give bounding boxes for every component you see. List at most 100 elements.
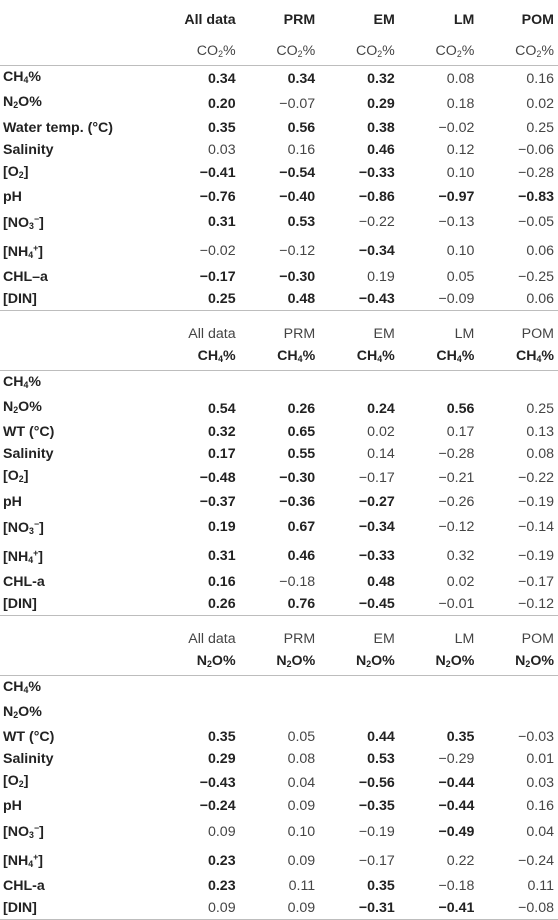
correlation-value: [160, 701, 240, 726]
row-label: CH4%: [3, 678, 42, 695]
correlation-value: 0.55: [287, 446, 316, 463]
correlation-value: 0.06: [526, 290, 554, 307]
correlation-value: 0.05: [287, 729, 316, 746]
variable-label: CH4%: [239, 344, 320, 371]
correlation-value: 0.34: [207, 70, 236, 87]
row-label: [O2]: [3, 163, 29, 180]
table-row: N2O%: [0, 701, 558, 726]
table-row: [NO3−] 0.31 0.53 −0.22 −0.13 −0.05: [0, 208, 558, 237]
correlation-value: −0.19: [518, 493, 554, 510]
correlation-value: 0.48: [287, 290, 316, 307]
correlation-value: 0.08: [287, 751, 316, 768]
correlation-value: 0.14: [367, 446, 395, 463]
header-row: All data PRM EM LM POM: [0, 0, 558, 40]
correlation-value: [478, 701, 558, 726]
correlation-value: 0.23: [207, 852, 236, 869]
correlation-value: −0.41: [199, 165, 236, 182]
correlation-value: 0.05: [446, 268, 475, 285]
correlation-value: 0.10: [287, 823, 316, 840]
table-row: WT (°C) 0.32 0.65 0.02 0.17 0.13: [0, 421, 558, 443]
correlation-value: 0.76: [287, 595, 316, 612]
correlation-value: 0.53: [367, 751, 395, 768]
correlation-value: −0.28: [518, 165, 554, 182]
correlation-value: [399, 701, 479, 726]
correlation-value: −0.09: [438, 290, 475, 307]
correlation-value: 0.16: [526, 70, 554, 87]
correlation-value: 0.35: [207, 729, 236, 746]
correlation-value: 0.16: [526, 798, 554, 815]
correlation-value: 0.22: [446, 852, 475, 869]
row-label: pH: [3, 493, 22, 510]
correlation-value: 0.29: [207, 751, 236, 768]
correlation-value: −0.34: [358, 243, 395, 260]
correlation-value: 0.13: [526, 424, 554, 441]
correlation-value: −0.12: [518, 595, 554, 612]
correlation-value: −0.36: [279, 493, 316, 510]
correlation-value: −0.12: [279, 243, 316, 260]
group-label: PRM: [283, 630, 316, 647]
correlation-value: 0.56: [446, 400, 475, 417]
variable-label-spacer: [0, 649, 160, 676]
correlation-value: 0.02: [446, 573, 475, 590]
row-label: [DIN]: [0, 897, 160, 920]
correlation-value: −0.49: [438, 823, 475, 840]
correlation-value: [240, 370, 320, 396]
group-label: LM: [454, 630, 475, 647]
variable-label-spacer: [0, 40, 160, 67]
correlation-value: −0.28: [438, 446, 475, 463]
correlation-value: 0.09: [207, 823, 236, 840]
correlation-value: [478, 370, 558, 396]
group-label: EM: [373, 630, 395, 647]
table-row: CHL–a −0.17 −0.30 0.19 0.05 −0.25: [0, 266, 558, 288]
correlation-value: [319, 370, 399, 396]
correlation-value: 0.44: [367, 729, 395, 746]
correlation-value: 0.10: [446, 165, 475, 182]
variable-label-row: CH4% CH4% CH4% CH4% CH4%: [0, 344, 558, 371]
correlation-value: −0.30: [279, 469, 316, 486]
correlation-value: −0.25: [518, 268, 554, 285]
correlation-value: −0.14: [518, 519, 554, 536]
correlation-value: 0.09: [239, 897, 320, 920]
divider-cell: [0, 309, 160, 323]
correlation-value: [319, 701, 399, 726]
correlation-value: 0.24: [367, 400, 395, 417]
variable-label: CO2%: [239, 40, 320, 67]
table-row: CH4% 0.34 0.34 0.32 0.08 0.16: [0, 66, 558, 92]
table-row: CH4%: [0, 675, 558, 701]
correlation-value: 0.10: [446, 243, 475, 260]
correlation-value: [160, 370, 240, 396]
variable-label-row: CO2% CO2% CO2% CO2% CO2%: [0, 40, 558, 67]
correlation-value: 0.17: [207, 446, 236, 463]
correlation-value: [319, 675, 399, 701]
row-label: Salinity: [3, 446, 54, 463]
correlation-value: −0.35: [358, 798, 395, 815]
correlation-value: 0.46: [287, 548, 316, 565]
correlation-value: −0.22: [518, 469, 554, 486]
group-label-spacer: [0, 323, 160, 345]
divider-cell: [319, 309, 399, 323]
correlation-value: 0.12: [446, 141, 475, 158]
variable-label: CH4%: [398, 344, 479, 371]
correlation-value: −0.03: [518, 729, 554, 746]
table-row: [NH4+] 0.31 0.46 −0.33 0.32 −0.19: [0, 542, 558, 571]
variable-label: CH4%: [478, 344, 558, 371]
table-row: CH4%: [0, 370, 558, 396]
table-row: Salinity 0.29 0.08 0.53 −0.29 0.01: [0, 748, 558, 770]
correlation-value: −0.29: [438, 751, 475, 768]
correlation-value: −0.19: [358, 823, 395, 840]
table-row: [NH4+] 0.23 0.09 −0.17 0.22 −0.24: [0, 846, 558, 875]
correlation-value: 0.32: [207, 424, 236, 441]
group-label: All data: [188, 630, 236, 647]
correlation-value: [240, 701, 320, 726]
correlation-value: −0.41: [398, 897, 479, 920]
correlation-value: −0.30: [279, 268, 316, 285]
correlation-value: −0.12: [438, 519, 475, 536]
correlation-value: 0.25: [526, 400, 554, 417]
correlation-value: 0.09: [287, 852, 316, 869]
table-row: [O2] −0.43 0.04 −0.56 −0.44 0.03: [0, 770, 558, 795]
correlation-value: 0.08: [526, 446, 554, 463]
correlation-value: −0.24: [199, 798, 236, 815]
correlation-value: 0.03: [526, 774, 554, 791]
